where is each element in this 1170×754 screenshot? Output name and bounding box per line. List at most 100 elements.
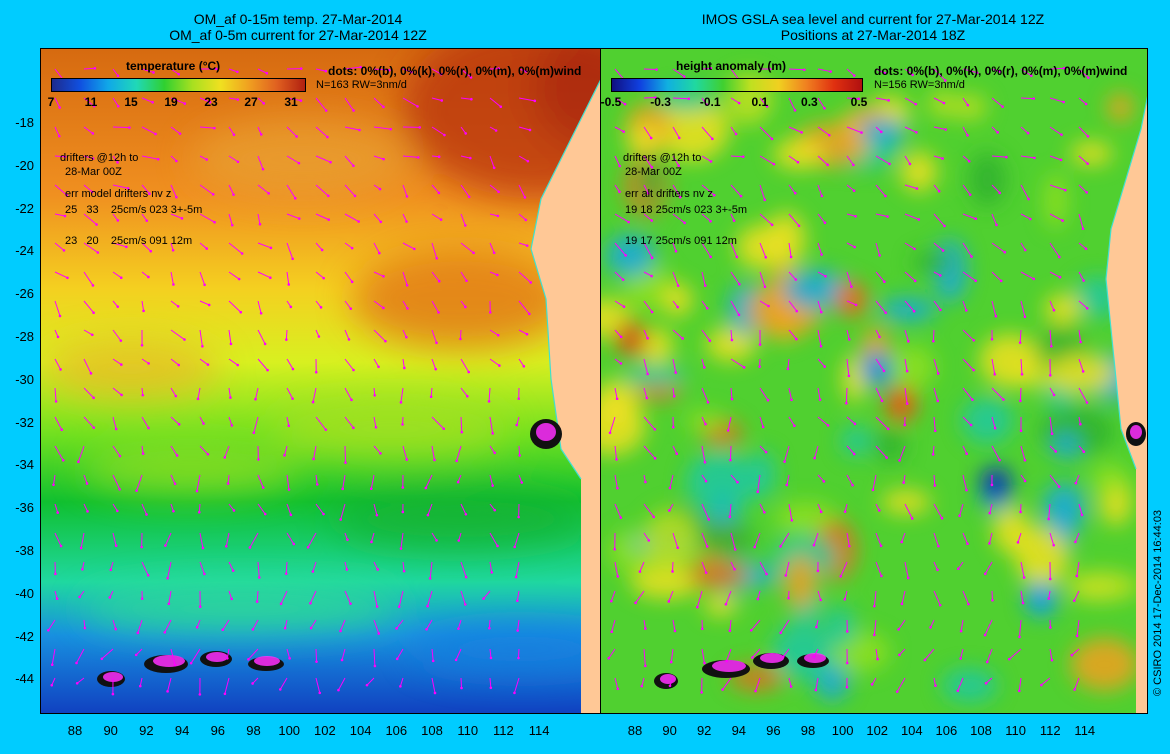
current-arrow <box>904 155 911 165</box>
temperature-tick-label: 27 <box>244 95 258 109</box>
current-arrow <box>460 416 463 433</box>
current-arrow <box>701 561 707 573</box>
current-arrow-head <box>236 98 240 101</box>
current-arrow <box>455 648 462 661</box>
current-arrow <box>141 358 149 364</box>
current-arrow-head <box>469 156 472 160</box>
current-arrow <box>402 329 407 338</box>
current-arrow <box>489 329 499 336</box>
current-arrow-head <box>229 342 233 346</box>
current-arrow-head <box>464 224 467 227</box>
current-arrow-head <box>134 653 138 657</box>
right-longitude-label: 106 <box>935 723 958 738</box>
current-arrow-head <box>460 430 464 434</box>
current-arrow-head <box>1086 76 1090 79</box>
current-arrow <box>875 242 881 256</box>
current-arrow-head <box>317 335 321 338</box>
current-arrow-head <box>297 217 301 220</box>
current-arrow <box>729 445 732 461</box>
current-arrow-head <box>729 458 732 462</box>
current-arrow-head <box>618 164 621 168</box>
current-arrow-head <box>779 545 782 548</box>
current-arrow <box>641 677 645 687</box>
current-arrow <box>459 329 462 339</box>
current-arrow-head <box>327 194 330 198</box>
current-arrow <box>609 416 616 433</box>
current-arrow <box>344 97 354 111</box>
current-arrow-head <box>62 249 66 252</box>
current-arrow <box>750 619 761 631</box>
current-arrow-head <box>352 426 355 430</box>
current-arrow <box>875 97 889 101</box>
current-arrow-head <box>387 68 391 72</box>
current-arrow <box>614 329 622 338</box>
current-arrow <box>786 474 790 486</box>
current-arrow <box>788 68 805 71</box>
temperature-map[interactable]: temperature (°C) 7 11 15 19 23 27 31 dots: 0%(… <box>40 48 617 714</box>
current-arrow-head <box>711 137 714 141</box>
sea-level-map[interactable]: height anomaly (m) -0.5 -0.3 -0.1 0.1 0.3 0.5… <box>600 48 1148 714</box>
current-arrow-head <box>533 99 537 103</box>
current-arrow-head <box>433 691 437 695</box>
credit-text: © CSIRO 2014 17-Dec-2014 16:44:03 <box>1152 509 1164 696</box>
temperature-tick-label: 7 <box>47 95 55 109</box>
current-arrow-head <box>58 314 62 318</box>
current-arrow <box>904 271 916 282</box>
current-arrow-head <box>884 311 888 315</box>
current-arrow-head <box>493 508 497 512</box>
current-arrow-head <box>786 367 790 371</box>
current-arrow-head <box>912 309 916 313</box>
current-arrow-head <box>988 542 991 545</box>
current-arrow <box>989 503 993 514</box>
current-arrow <box>373 126 391 130</box>
current-arrow <box>813 648 819 658</box>
current-arrow <box>817 271 826 277</box>
current-arrow <box>170 97 185 105</box>
current-arrow-head <box>125 245 128 249</box>
current-arrow-head <box>681 337 684 340</box>
current-arrow-head <box>345 568 349 571</box>
current-arrow <box>1049 445 1057 452</box>
current-arrow <box>112 503 118 512</box>
current-arrow <box>402 155 419 158</box>
current-arrow <box>373 445 381 454</box>
temperature-tick-label: 11 <box>84 95 98 109</box>
current-arrow-head <box>650 256 654 260</box>
current-arrow <box>875 155 890 165</box>
current-arrow <box>701 271 706 286</box>
current-arrow-head <box>63 155 67 159</box>
current-arrow-head <box>873 633 876 637</box>
current-arrow-head <box>1080 513 1084 517</box>
current-arrow-head <box>800 131 803 134</box>
current-arrow <box>991 242 1006 253</box>
current-arrow-head <box>431 659 435 663</box>
current-arrow-head <box>966 542 969 546</box>
current-arrow <box>344 184 356 197</box>
current-arrow-head <box>781 655 785 658</box>
current-arrow <box>256 590 259 602</box>
current-arrow-head <box>939 274 942 277</box>
current-arrow <box>426 619 433 630</box>
current-arrow <box>701 387 709 403</box>
current-arrow <box>373 97 384 108</box>
current-arrow-head <box>517 656 520 660</box>
current-arrow <box>643 271 652 277</box>
eddy <box>1070 637 1139 691</box>
current-arrow <box>875 358 885 372</box>
current-arrow <box>1076 561 1080 577</box>
current-arrow-head <box>283 626 287 630</box>
current-arrow <box>460 213 466 226</box>
current-arrow-head <box>114 544 118 547</box>
current-arrow <box>373 329 386 342</box>
current-arrow-head <box>793 424 796 428</box>
current-arrow <box>614 677 619 689</box>
current-arrow-head <box>464 305 467 309</box>
current-arrow <box>402 97 418 107</box>
current-arrow-head <box>939 308 942 312</box>
current-arrow-head <box>730 397 734 401</box>
current-arrow <box>988 532 993 544</box>
current-arrow <box>643 329 648 339</box>
current-arrow-head <box>175 159 178 163</box>
current-arrow-head <box>958 514 961 518</box>
current-arrow-head <box>488 626 491 630</box>
